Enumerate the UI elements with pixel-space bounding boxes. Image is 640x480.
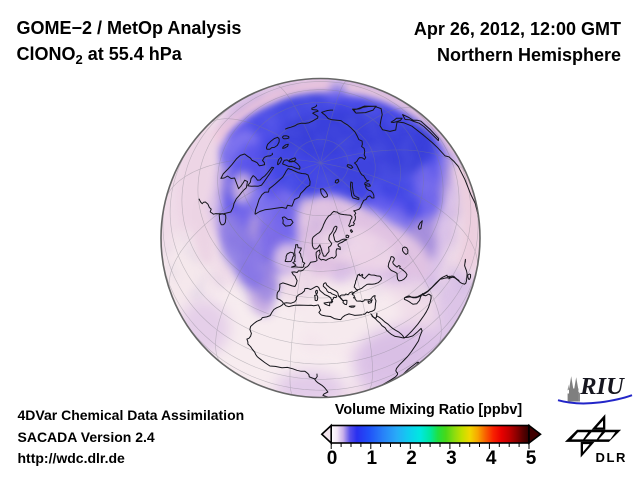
svg-text:DLR: DLR	[596, 450, 628, 465]
svg-text:RIU: RIU	[579, 373, 625, 400]
